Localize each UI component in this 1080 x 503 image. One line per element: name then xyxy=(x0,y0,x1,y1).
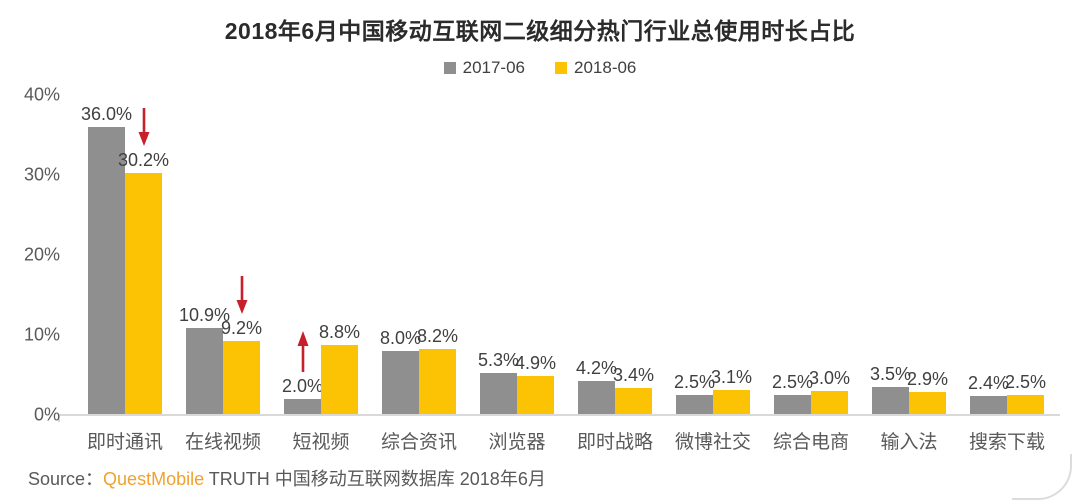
bar-2017-06-即时战略: 4.2% xyxy=(576,358,617,415)
bar-value-label: 8.8% xyxy=(318,321,361,342)
bar-pair: 2.5% 3.0% xyxy=(772,368,850,415)
category-label-微博社交: 微博社交 xyxy=(674,432,752,453)
bar-value-label: 8.2% xyxy=(416,326,459,347)
bar-group-3: 2.0% 8.8% 短视频 xyxy=(272,95,370,453)
bar-2018-06-即时战略: 3.4% xyxy=(613,365,654,415)
bar-group-1: 36.0% 30.2% 即时通讯 xyxy=(76,95,174,453)
source-rest: TRUTH 中国移动互联网数据库 2018年6月 xyxy=(204,469,546,489)
bar-2018-06-综合电商: 3.0% xyxy=(809,368,850,415)
bar-value-label: 10.9% xyxy=(178,304,231,325)
category-label-即时战略: 即时战略 xyxy=(576,432,654,453)
bar-group-7: 2.5% 3.1% 微博社交 xyxy=(664,95,762,453)
trend-arrow-down-icon xyxy=(136,107,152,147)
bar-value-label: 2.5% xyxy=(673,372,716,392)
category-label-综合电商: 综合电商 xyxy=(772,432,850,453)
legend: 2017-06 2018-06 xyxy=(0,58,1080,78)
bar-2018-06-即时通讯: 30.2% xyxy=(118,108,169,415)
category-label-在线视频: 在线视频 xyxy=(184,432,262,453)
bar-value-label: 9.2% xyxy=(220,318,263,339)
bar-group-4: 8.0% 8.2% 综合资讯 xyxy=(370,95,468,453)
bar-2017-06-在线视频: 10.9% xyxy=(179,305,230,415)
bar-value-label: 3.4% xyxy=(612,364,655,385)
source-line: Source：QuestMobile TRUTH 中国移动互联网数据库 2018… xyxy=(28,465,546,491)
legend-item-2017: 2017-06 xyxy=(443,58,525,78)
bar-pair: 2.0% 8.8% xyxy=(282,322,360,415)
category-label-即时通讯: 即时通讯 xyxy=(86,432,164,453)
x-axis-tick xyxy=(58,415,60,422)
bar-2017-06-综合资讯: 8.0% xyxy=(380,328,421,415)
bar-2017-06-微博社交: 2.5% xyxy=(674,372,715,415)
bar-value-label: 36.0% xyxy=(80,104,133,124)
y-tick-label-40%: 40% xyxy=(23,84,60,105)
bar-group-6: 4.2% 3.4% 即时战略 xyxy=(566,95,664,453)
bar-2017-06-浏览器: 5.3% xyxy=(478,350,519,415)
bar-value-label: 2.5% xyxy=(1004,372,1047,392)
bar-value-label: 4.2% xyxy=(575,358,618,379)
bar-2017-06-短视频: 2.0% xyxy=(282,331,323,415)
trend-arrow-up-icon xyxy=(295,327,311,373)
bar-pair: 4.2% 3.4% xyxy=(576,358,654,415)
bar-2017-06-综合电商: 2.5% xyxy=(772,372,813,415)
bar-group-10: 2.4% 2.5% 搜索下载 xyxy=(958,95,1056,453)
bar-2018-06-短视频: 8.8% xyxy=(319,322,360,415)
bar-value-label: 2.4% xyxy=(967,372,1010,393)
bar-groups: 36.0% 30.2% 即时通讯 10.9% 9.2% 在线视频 2.0% 8.8% 短视频 8.… xyxy=(76,95,1056,453)
bar-value-label: 8.0% xyxy=(379,328,422,348)
plot-area: 36.0% 30.2% 即时通讯 10.9% 9.2% 在线视频 2.0% 8.8% 短视频 8.… xyxy=(24,85,1060,453)
card-corner-border xyxy=(1012,454,1072,500)
bar-group-5: 5.3% 4.9% 浏览器 xyxy=(468,95,566,453)
bar-group-9: 3.5% 2.9% 输入法 xyxy=(860,95,958,453)
category-label-浏览器: 浏览器 xyxy=(488,432,546,453)
y-tick-label-0%: 0% xyxy=(33,404,60,425)
bar-pair: 36.0% 30.2% xyxy=(81,104,169,415)
y-tick-label-10%: 10% xyxy=(23,324,60,345)
bar-value-label: 2.5% xyxy=(771,372,814,392)
bar-2017-06-输入法: 3.5% xyxy=(870,364,911,415)
y-tick-label-20%: 20% xyxy=(23,244,60,265)
bar-pair: 3.5% 2.9% xyxy=(870,364,948,415)
bar-2018-06-搜索下载: 2.5% xyxy=(1005,372,1046,415)
bar-2017-06-即时通讯: 36.0% xyxy=(81,104,132,415)
category-label-综合资讯: 综合资讯 xyxy=(380,432,458,453)
bar-2018-06-浏览器: 4.9% xyxy=(515,353,556,415)
category-label-搜索下载: 搜索下载 xyxy=(968,432,1046,453)
legend-swatch-2018 xyxy=(555,62,567,74)
bar-pair: 5.3% 4.9% xyxy=(478,350,556,415)
bar-pair: 10.9% 9.2% xyxy=(179,276,262,415)
bar-pair: 8.0% 8.2% xyxy=(380,326,458,415)
category-label-输入法: 输入法 xyxy=(880,432,938,453)
trend-arrow-down-icon xyxy=(234,275,250,315)
bar-value-label: 5.3% xyxy=(477,349,520,370)
bar-2018-06-微博社交: 3.1% xyxy=(711,367,752,415)
bar-group-8: 2.5% 3.0% 综合电商 xyxy=(762,95,860,453)
bar-value-label: 2.9% xyxy=(906,368,949,389)
legend-label-2017: 2017-06 xyxy=(462,58,525,77)
bar-2017-06-搜索下载: 2.4% xyxy=(968,373,1009,415)
source-label: Source： xyxy=(28,469,104,489)
bar-2018-06-在线视频: 9.2% xyxy=(221,276,262,415)
bar-value-label: 30.2% xyxy=(117,150,170,171)
bar-value-label: 3.5% xyxy=(869,364,912,384)
bar-value-label: 4.9% xyxy=(514,352,557,373)
bar-value-label: 2.0% xyxy=(281,376,324,396)
bar-pair: 2.5% 3.1% xyxy=(674,367,752,415)
bar-2018-06-综合资讯: 8.2% xyxy=(417,326,458,415)
legend-label-2018: 2018-06 xyxy=(574,58,637,77)
bar-group-2: 10.9% 9.2% 在线视频 xyxy=(174,95,272,453)
y-tick-label-30%: 30% xyxy=(23,164,60,185)
legend-swatch-2017 xyxy=(443,62,456,74)
bar-2018-06-输入法: 2.9% xyxy=(907,369,948,415)
category-label-短视频: 短视频 xyxy=(292,432,350,453)
x-axis-line xyxy=(58,414,1060,416)
bar-value-label: 3.1% xyxy=(710,367,753,388)
source-brand: QuestMobile xyxy=(103,469,205,489)
bar-value-label: 3.0% xyxy=(808,368,851,388)
legend-item-2018: 2018-06 xyxy=(555,58,636,78)
bar-pair: 2.4% 2.5% xyxy=(968,372,1046,415)
chart-title: 2018年6月中国移动互联网二级细分热门行业总使用时长占比 xyxy=(224,18,856,44)
